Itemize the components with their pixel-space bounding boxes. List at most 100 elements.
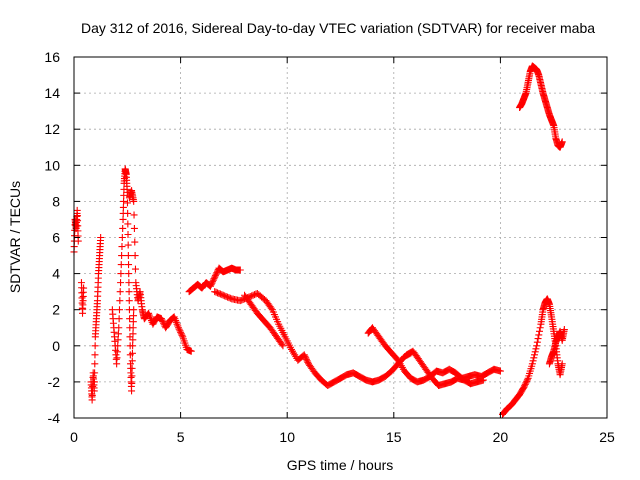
chart-title: Day 312 of 2016, Sidereal Day-to-day VTE…	[81, 20, 595, 36]
data-point	[522, 379, 530, 387]
data-point	[558, 360, 566, 368]
data-point	[130, 211, 138, 219]
y-tick-label: 6	[52, 230, 60, 246]
data-point	[117, 270, 125, 278]
data-point	[129, 336, 137, 344]
data-point	[124, 209, 132, 217]
data-point	[124, 252, 132, 260]
data-point	[118, 234, 126, 241]
data-point	[129, 342, 137, 350]
data-point	[129, 318, 137, 326]
data-point	[211, 273, 219, 281]
data-point	[496, 367, 504, 375]
data-point	[124, 230, 132, 238]
x-tick-label: 15	[386, 429, 402, 445]
data-point	[117, 261, 125, 269]
data-point	[74, 237, 82, 245]
data-point	[118, 252, 126, 260]
data-point	[158, 316, 166, 324]
x-tick-label: 0	[70, 429, 78, 445]
data-point	[113, 360, 121, 368]
y-tick-label: 2	[52, 302, 60, 318]
data-point	[124, 220, 132, 228]
y-tick-label: 10	[44, 157, 60, 173]
data-point	[157, 315, 165, 323]
data-point	[90, 387, 98, 395]
data-point	[128, 372, 136, 380]
data-point	[207, 281, 215, 289]
data-point	[177, 328, 185, 336]
data-point	[177, 330, 185, 338]
data-point	[212, 270, 220, 278]
data-point	[206, 282, 214, 290]
y-tick-label: 14	[44, 85, 60, 101]
data-point	[119, 215, 127, 223]
data-point	[532, 345, 540, 353]
data-point	[523, 377, 531, 385]
data-point	[131, 238, 139, 246]
y-tick-labels: -4 -2 0 2 4 6 8 10 12 14 16	[44, 49, 60, 426]
data-point	[535, 331, 543, 339]
data-point	[115, 324, 123, 332]
data-point	[529, 357, 537, 365]
data-point	[116, 297, 124, 305]
data-point	[533, 342, 541, 350]
data-point	[115, 306, 123, 314]
data-point	[130, 224, 138, 232]
data-point	[531, 351, 539, 359]
data-point	[125, 261, 133, 269]
data-point	[209, 278, 217, 286]
data-point	[531, 348, 539, 356]
data-point	[131, 252, 139, 260]
data-point	[560, 326, 568, 334]
y-tick-label: 12	[44, 121, 60, 137]
data-points	[70, 62, 568, 418]
data-point	[174, 324, 182, 332]
data-point	[175, 325, 183, 333]
data-point	[528, 360, 536, 368]
data-point	[114, 342, 122, 350]
data-point	[535, 327, 543, 335]
data-point	[113, 354, 121, 362]
x-tick-label: 20	[493, 429, 509, 445]
data-point	[114, 330, 122, 338]
y-tick-label: 8	[52, 193, 60, 209]
data-point	[267, 304, 275, 312]
data-point	[116, 288, 124, 296]
data-point	[124, 241, 132, 249]
data-point	[118, 243, 126, 251]
data-point	[119, 224, 127, 232]
data-point	[523, 376, 531, 384]
data-point	[113, 348, 121, 356]
data-point	[302, 355, 310, 363]
data-point	[128, 379, 136, 387]
data-point	[91, 369, 99, 377]
data-point	[125, 288, 133, 296]
data-point	[128, 387, 136, 395]
data-point	[128, 349, 136, 357]
y-tick-label: -2	[48, 374, 61, 390]
data-point	[125, 297, 133, 305]
data-point	[187, 347, 195, 355]
data-point	[303, 357, 311, 365]
data-point	[115, 315, 123, 323]
x-tick-label: 10	[279, 429, 295, 445]
data-point	[304, 358, 312, 366]
data-point	[125, 270, 133, 278]
data-point	[278, 340, 286, 348]
data-point	[302, 354, 310, 362]
data-point	[91, 342, 99, 350]
grid-lines	[74, 57, 607, 418]
y-tick-label: 16	[44, 49, 60, 65]
data-point	[300, 351, 308, 359]
data-point	[130, 306, 138, 314]
data-point	[209, 276, 217, 284]
data-point	[114, 336, 122, 344]
x-tick-label: 5	[177, 429, 185, 445]
data-point	[178, 331, 186, 339]
data-point	[120, 197, 128, 205]
y-tick-label: 4	[52, 266, 60, 282]
data-point	[123, 199, 131, 207]
data-point	[213, 269, 221, 277]
